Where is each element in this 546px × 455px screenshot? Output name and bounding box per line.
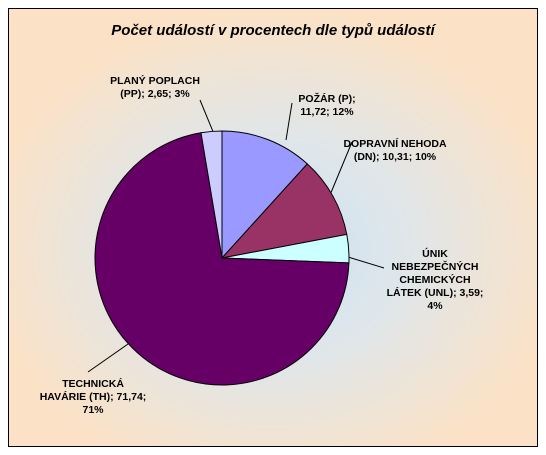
category-label: PLANÝ POPLACH (PP); — [110, 75, 200, 100]
pie-slice — [200, 130, 223, 259]
value-label: 2,65; — [147, 88, 172, 100]
percent-label: 10% — [415, 151, 437, 163]
pie-slice — [221, 130, 308, 260]
category-label: DOPRAVNÍ NEHODA (DN); — [343, 138, 447, 163]
value-label: 3,59; — [459, 287, 484, 299]
pie-slice — [94, 132, 350, 386]
category-label: ÚNIK NEBEZPEČNÝCH CHEMICKÝCH LÁTEK (UNL)… — [386, 248, 479, 299]
slice-label: TECHNICKÁ HAVÁRIE (TH); 71,74; 71% — [38, 378, 148, 417]
slice-label: PLANÝ POPLACH (PP); 2,65; 3% — [100, 75, 210, 101]
slice-label: DOPRAVNÍ NEHODA (DN); 10,31; 10% — [340, 138, 450, 164]
leader-line — [329, 141, 353, 196]
value-label: 11,72; — [300, 106, 330, 118]
category-label: POŽÁR (P); — [298, 93, 356, 105]
slice-label: ÚNIK NEBEZPEČNÝCH CHEMICKÝCH LÁTEK (UNL)… — [385, 248, 485, 313]
category-label: TECHNICKÁ HAVÁRIE (TH); — [39, 378, 124, 403]
percent-label: 4% — [427, 300, 443, 312]
value-label: 10,31; — [382, 151, 413, 163]
percent-label: 12% — [332, 106, 354, 118]
leader-line — [285, 102, 293, 141]
chart-title: Počet událostí v procentech dle typů udá… — [111, 22, 435, 39]
pie-slice — [220, 163, 348, 259]
value-label: 71,74; — [116, 391, 147, 403]
leader-line — [347, 256, 385, 269]
percent-label: 3% — [174, 88, 190, 100]
slice-label: POŽÁR (P); 11,72; 12% — [292, 93, 362, 119]
leader-line — [87, 343, 129, 373]
percent-label: 71% — [82, 404, 104, 416]
leader-line — [199, 99, 215, 135]
